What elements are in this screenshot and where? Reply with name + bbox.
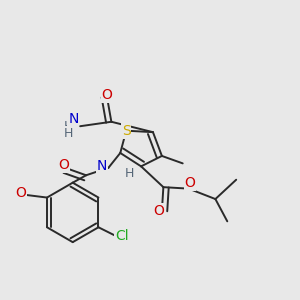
Text: H: H [63, 120, 73, 133]
Text: O: O [101, 88, 112, 102]
Text: N: N [97, 159, 107, 173]
Text: O: O [58, 158, 69, 172]
Text: O: O [154, 204, 164, 218]
Text: N: N [68, 112, 79, 126]
Text: Cl: Cl [115, 229, 128, 243]
Text: O: O [15, 186, 26, 200]
Text: H: H [125, 167, 134, 180]
Text: O: O [185, 176, 196, 190]
Text: H: H [63, 127, 73, 140]
Text: S: S [122, 124, 130, 138]
